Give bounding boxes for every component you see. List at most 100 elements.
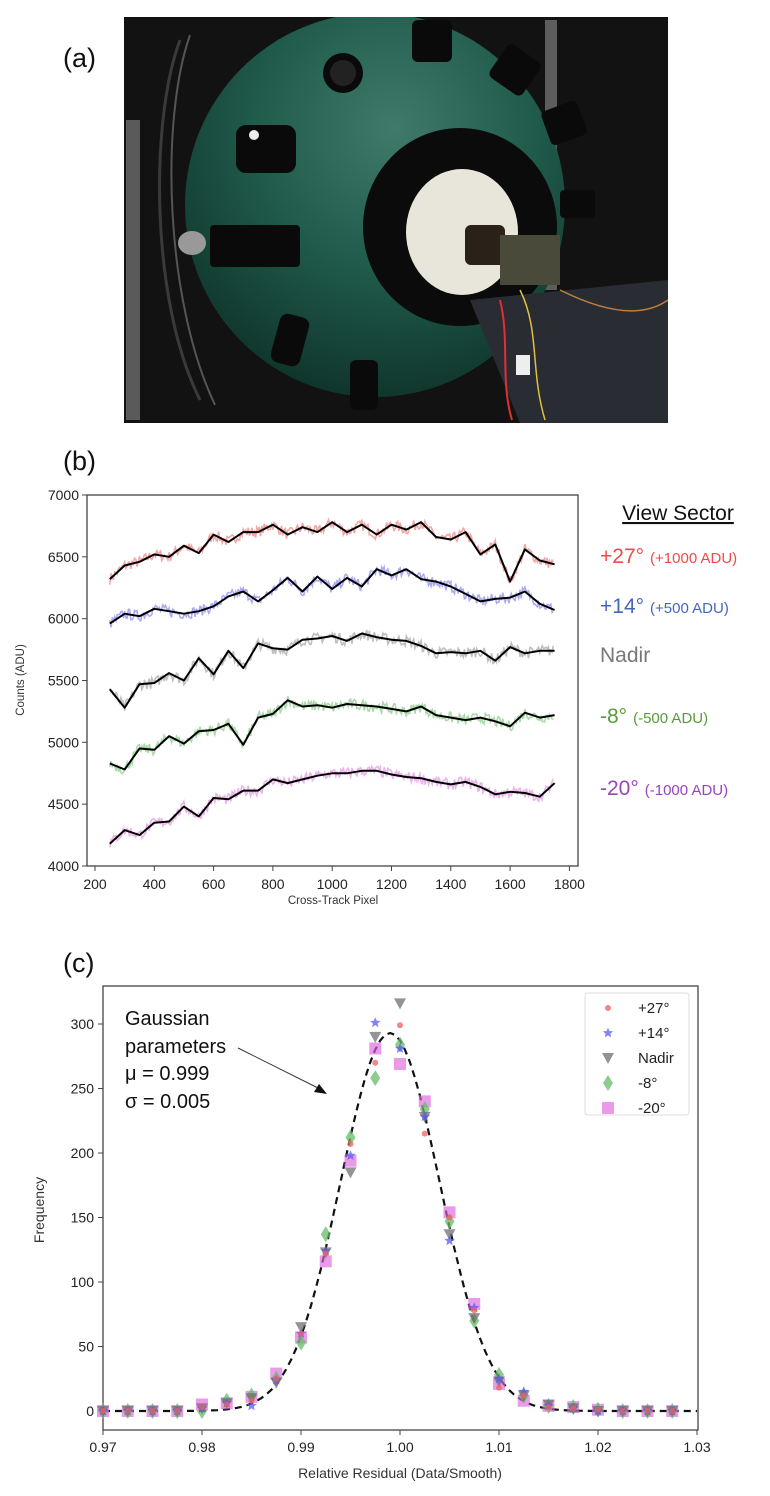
x-tick-label: 0.97: [89, 1439, 116, 1455]
legend-entry: -8° (-500 ADU): [600, 705, 708, 728]
data-point: [322, 1250, 329, 1257]
data-point: [345, 1150, 356, 1160]
raw-data-line-1: [109, 563, 554, 628]
data-point: [369, 1031, 382, 1043]
legend-label: +14°: [638, 1025, 669, 1042]
y-tick-label: 5000: [48, 734, 79, 750]
raw-data-line-3: [109, 695, 554, 775]
data-point: [444, 1235, 455, 1246]
data-point: [372, 1059, 379, 1066]
y-tick-label: 6500: [48, 549, 79, 565]
raw-data-line-4: [109, 764, 554, 848]
y-tick-label: 0: [86, 1403, 94, 1419]
y-tick-label: 250: [71, 1081, 95, 1097]
smoothed-line-0: [109, 521, 555, 583]
annotation-line: σ = 0.005: [125, 1091, 210, 1113]
y-tick-label: 4500: [48, 796, 79, 812]
x-tick-label: 0.98: [188, 1439, 215, 1455]
data-point: [248, 1397, 255, 1404]
x-tick-label: 1600: [495, 876, 526, 892]
x-tick-label: 1.03: [683, 1439, 710, 1455]
y-axis-label: Counts (ADU): [15, 644, 27, 716]
smoothed-line-1: [109, 568, 555, 625]
data-point: [345, 1129, 356, 1146]
data-point: [199, 1404, 205, 1411]
data-point: [493, 1376, 505, 1388]
legend-entry: +27° (+1000 ADU): [600, 545, 737, 568]
data-point: [296, 1334, 306, 1351]
data-point: [295, 1322, 307, 1334]
data-point: [100, 1408, 106, 1414]
y-axis-label: Frequency: [31, 1177, 47, 1243]
legend-marker-circle-icon: [605, 1005, 611, 1011]
data-point: [446, 1214, 453, 1221]
legend: +27° +14° Nadir -8° -20°: [584, 992, 690, 1117]
smoothed-line-3: [109, 699, 555, 771]
raw-data-line-2: [109, 629, 555, 711]
x-tick-label: 1.00: [386, 1439, 413, 1455]
data-point: [595, 1406, 601, 1413]
legend-name: -20°: [600, 777, 639, 800]
data-point: [644, 1408, 651, 1414]
axis-ticks: 200 400 600 800 1000 1200 1400 1600 1800 4000 4500…: [48, 487, 585, 892]
data-point: [149, 1408, 156, 1414]
annotation-arrow: [237, 1047, 321, 1090]
data-point: [545, 1404, 552, 1411]
data-point: [174, 1408, 181, 1414]
data-point: [518, 1386, 529, 1397]
data-point: [669, 1408, 676, 1414]
legend: +27° (+1000 ADU) +14° (+500 ADU) Nadir -8° (-5…: [600, 545, 737, 800]
legend-name: +27°: [600, 545, 644, 568]
data-point: [319, 1255, 332, 1268]
data-point: [471, 1307, 478, 1314]
x-tick-label: 1800: [554, 876, 585, 892]
legend-entry: +14° (+500 ADU): [600, 595, 729, 618]
data-point: [619, 1408, 626, 1414]
legend-title: View Sector: [622, 502, 734, 525]
data-point: [298, 1330, 304, 1337]
y-tick-label: 300: [71, 1016, 95, 1032]
residual-histogram-chart: 0.97 0.98 0.99 1.00 1.01 1.02 1.03 0 50 100 150 200…: [31, 985, 711, 1481]
legend-name: Nadir: [600, 644, 650, 667]
y-tick-label: 50: [78, 1339, 94, 1355]
legend-offset: (-1000 ADU): [645, 782, 728, 799]
scatter-points: [97, 998, 679, 1419]
data-point: [520, 1392, 527, 1399]
data-point: [394, 998, 406, 1010]
data-point: [124, 1408, 131, 1414]
x-axis-label: Cross-Track Pixel: [288, 895, 378, 907]
data-point: [320, 1245, 331, 1256]
panel-label-a: (a): [63, 43, 96, 73]
data-point: [270, 1377, 283, 1389]
annotation-line: μ = 0.999: [125, 1063, 209, 1085]
data-point: [496, 1384, 502, 1391]
counts-vs-pixel-chart: 200 400 600 800 1000 1200 1400 1600 1800 4000 4500…: [15, 487, 737, 907]
smoothed-line-2: [109, 632, 555, 709]
legend-entry: Nadir: [600, 644, 650, 667]
data-point: [570, 1405, 577, 1412]
data-point: [370, 1070, 381, 1087]
data-point: [246, 1400, 257, 1411]
data-point: [394, 1043, 406, 1053]
data-point: [320, 1226, 331, 1243]
data-point: [370, 1017, 381, 1028]
data-point: [369, 1042, 382, 1055]
x-tick-label: 1400: [435, 876, 466, 892]
data-point: [469, 1302, 480, 1313]
panel-label-b: (b): [63, 446, 96, 476]
arrowhead-icon: [314, 1084, 327, 1094]
integrating-sphere-photo: [124, 17, 668, 423]
data-point: [223, 1401, 230, 1408]
annotation-line: Gaussian: [125, 1008, 210, 1030]
legend-name: -8°: [600, 705, 627, 728]
legend-offset: (+1000 ADU): [650, 550, 737, 567]
data-point: [273, 1375, 280, 1382]
data-point: [397, 1022, 403, 1029]
data-point: [344, 1167, 357, 1179]
data-point: [347, 1140, 354, 1147]
y-tick-label: 6000: [48, 611, 79, 627]
legend-marker-square-icon: [602, 1102, 614, 1114]
data-point: [443, 1206, 456, 1219]
legend-marker-triangle-down-icon: [602, 1053, 614, 1064]
